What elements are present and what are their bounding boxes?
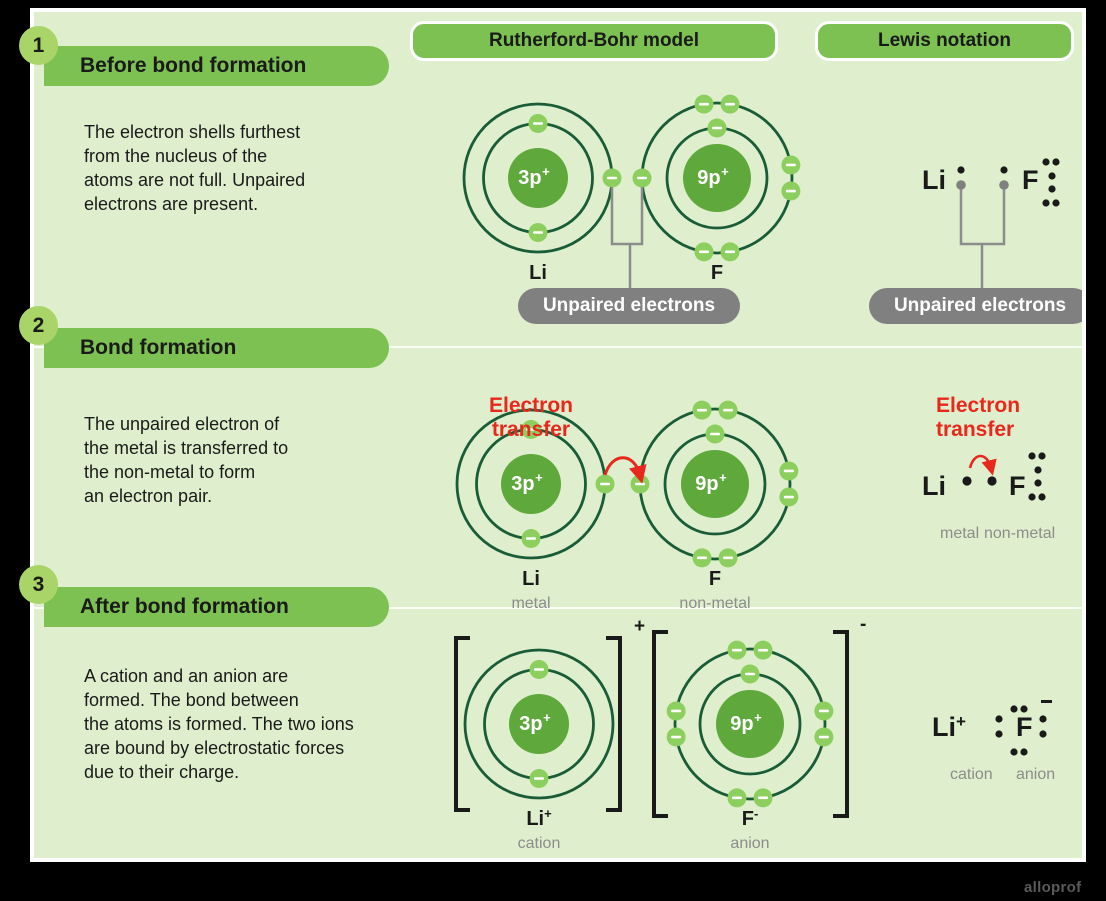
svg-text:non-metal: non-metal [679, 595, 750, 612]
svg-text:+: + [634, 616, 645, 637]
svg-text:Li+: Li+ [932, 712, 966, 742]
svg-text:F: F [711, 262, 723, 284]
svg-text:F-: F- [742, 806, 759, 830]
svg-text:metal: metal [940, 525, 979, 542]
svg-text:cation: cation [518, 835, 561, 852]
svg-text:anion: anion [730, 835, 769, 852]
svg-text:F: F [1022, 165, 1039, 195]
svg-text:metal: metal [511, 595, 550, 612]
svg-text:F: F [709, 568, 721, 590]
svg-text:F: F [1009, 471, 1026, 501]
svg-text:transfer: transfer [492, 418, 570, 441]
svg-text:cation: cation [950, 766, 993, 783]
svg-text:non-metal: non-metal [984, 525, 1055, 542]
svg-text:Li: Li [522, 568, 540, 590]
svg-text:Electron: Electron [936, 394, 1020, 417]
svg-text:Li: Li [922, 471, 946, 501]
svg-text:Li: Li [922, 165, 946, 195]
svg-text:transfer: transfer [936, 418, 1014, 441]
svg-text:Electron: Electron [489, 394, 573, 417]
svg-text:F: F [1016, 712, 1033, 742]
svg-text:anion: anion [1016, 766, 1055, 783]
svg-text:Li+: Li+ [526, 806, 552, 830]
svg-text:Li: Li [529, 262, 547, 284]
svg-text:-: - [860, 614, 866, 635]
